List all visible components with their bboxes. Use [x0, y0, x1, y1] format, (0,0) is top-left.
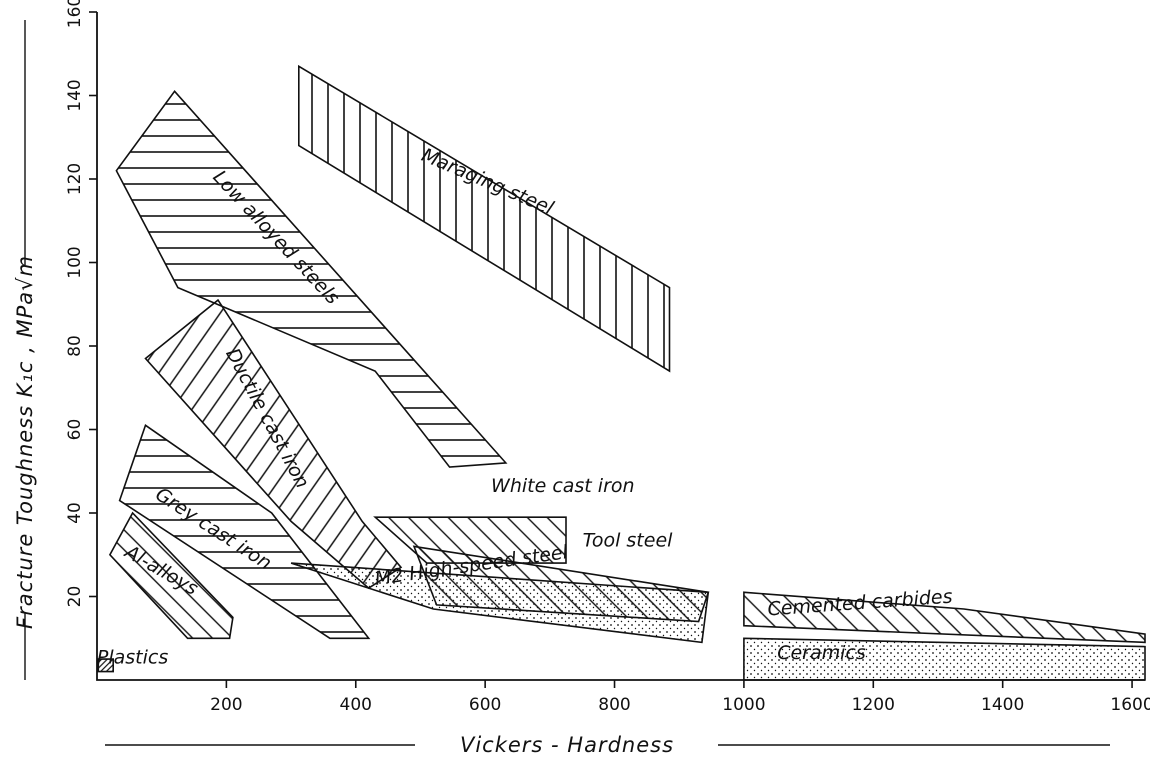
x-axis-title-group: Vickers - Hardness	[105, 733, 1110, 757]
region-low-alloyed-steels	[116, 91, 506, 468]
x-tick-label: 600	[469, 695, 501, 715]
axes	[96, 12, 1145, 681]
y-tick-label: 160	[65, 0, 85, 28]
region-outline-white-cast-iron	[373, 516, 567, 564]
y-axis-title-group: Fracture Toughness K₁c , MPa√m	[13, 20, 37, 680]
region-outline-ductile-cast-iron	[144, 298, 403, 590]
region-label-plastics: Plastics	[97, 646, 168, 668]
region-al-alloys	[109, 513, 233, 639]
plot-frame	[96, 12, 1145, 681]
x-axis-title: Vickers - Hardness	[460, 733, 674, 757]
region-outline-m2-high-speed-steel	[290, 562, 710, 644]
region-grey-cast-iron	[119, 425, 369, 639]
region-label-ceramics: Ceramics	[777, 642, 866, 664]
x-tick-label: 1600	[1110, 695, 1150, 715]
region-ceramics	[743, 638, 1145, 680]
region-m2-high-speed-steel	[291, 563, 709, 643]
x-tick-label: 1200	[852, 695, 895, 715]
y-tick-label: 40	[65, 502, 85, 524]
region-outline-maraging-steel	[297, 64, 671, 373]
x-tick-label: 1000	[722, 695, 765, 715]
x-tick-label: 1400	[981, 695, 1024, 715]
region-outline-low-alloyed-steels	[115, 90, 508, 468]
region-label-tool-steel: Tool steel	[583, 529, 674, 551]
y-tick-label: 20	[65, 586, 85, 608]
region-maraging-steel	[298, 66, 670, 372]
x-tick-label: 400	[340, 695, 372, 715]
y-axis-title: Fracture Toughness K₁c , MPa√m	[13, 255, 37, 629]
y-tick-label: 60	[65, 419, 85, 441]
y-axis-ticks: 20 40 60 80 100 120 140 160	[65, 0, 97, 607]
region-plastics	[98, 659, 114, 672]
y-tick-label: 100	[65, 246, 85, 278]
region-outline-plastics	[97, 658, 114, 673]
region-outline-cemented-carbides	[743, 591, 1146, 644]
region-label-white-cast-iron: White cast iron	[491, 475, 635, 497]
y-tick-label: 80	[65, 335, 85, 357]
x-tick-label: 200	[210, 695, 242, 715]
material-regions	[97, 64, 1146, 681]
y-tick-label: 120	[65, 163, 85, 195]
x-tick-label: 800	[598, 695, 630, 715]
region-outline-al-alloys	[108, 511, 234, 640]
y-tick-label: 140	[65, 79, 85, 111]
region-outline-grey-cast-iron	[118, 424, 371, 640]
region-ductile-cast-iron	[145, 300, 401, 589]
x-axis-ticks: 200 400 600 800 1000 1200 1400 1600	[210, 680, 1150, 715]
